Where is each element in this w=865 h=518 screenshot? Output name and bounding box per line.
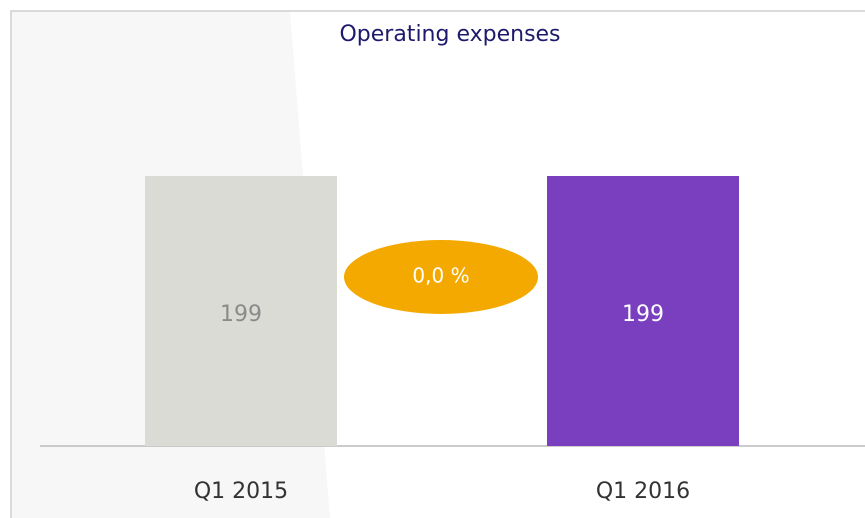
annotation-bubble (344, 240, 538, 314)
data-label: 199 (220, 302, 262, 327)
data-label: 199 (622, 302, 664, 327)
frame (10, 10, 865, 518)
x-tick-label: Q1 2016 (596, 479, 690, 504)
bar (145, 176, 337, 446)
annotation: 0,0 % (412, 264, 469, 288)
chart-title: Operating expenses (339, 22, 560, 47)
bar (547, 176, 739, 446)
x-tick-label: Q1 2015 (194, 479, 288, 504)
